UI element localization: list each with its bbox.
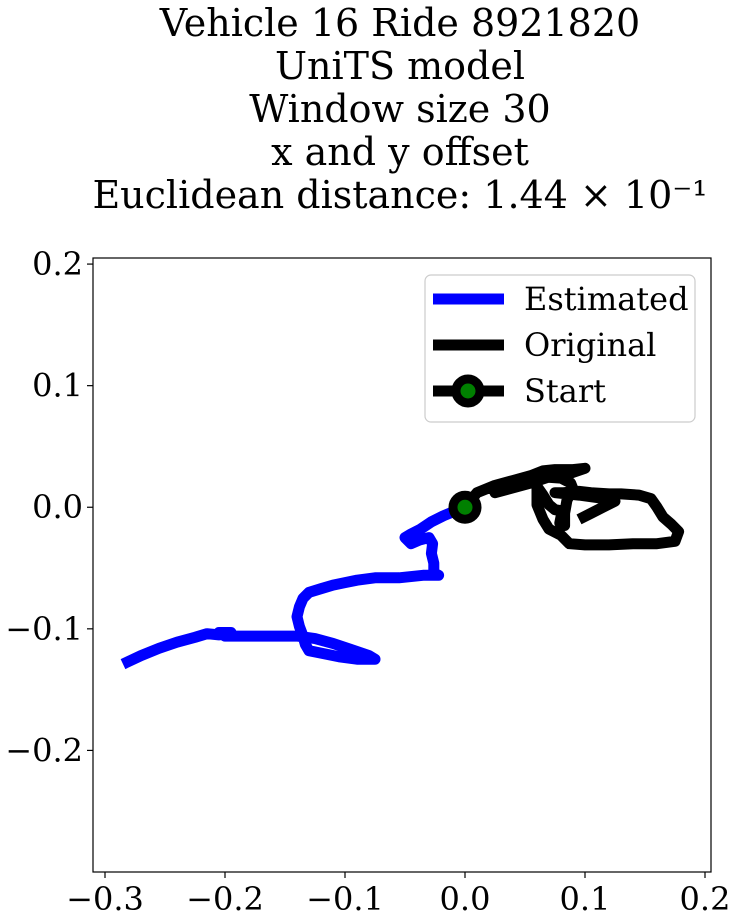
series-layer (120, 462, 685, 670)
series-line-estimated (120, 502, 467, 670)
x-tick-label: 0.2 (680, 880, 731, 918)
y-tick-label: 0.1 (32, 367, 83, 405)
start-marker (448, 490, 482, 524)
x-tick-label: 0.1 (560, 880, 611, 918)
y-tick-label: −0.1 (5, 610, 83, 648)
title-line-4: x and y offset (271, 130, 529, 174)
x-axis: −0.3 −0.2 −0.1 0.0 0.1 0.2 (66, 872, 730, 918)
y-tick-label: 0.2 (32, 245, 83, 283)
y-tick-label: 0.0 (32, 488, 83, 526)
x-tick-label: −0.3 (66, 880, 144, 918)
legend-box (424, 274, 696, 423)
legend-label-original: Original (524, 326, 656, 364)
title-line-3: Window size 30 (249, 87, 550, 131)
y-tick-label: −0.2 (5, 731, 83, 769)
start-marker-layer (448, 490, 482, 524)
title-line-5: Euclidean distance: 1.44 × 10⁻¹ (92, 173, 707, 217)
legend-label-start: Start (524, 372, 606, 410)
legend: Estimated Original Start (424, 274, 696, 423)
x-tick-label: −0.2 (186, 880, 264, 918)
legend-label-estimated: Estimated (524, 280, 689, 318)
title-line-2: UniTS model (275, 44, 525, 88)
title-line-1: Vehicle 16 Ride 8921820 (159, 1, 640, 45)
x-tick-label: −0.1 (306, 880, 384, 918)
y-axis: −0.2 −0.1 0.0 0.1 0.2 (5, 245, 93, 769)
series-line-original (460, 462, 685, 551)
legend-start-marker (451, 374, 485, 408)
x-tick-label: 0.0 (440, 880, 491, 918)
